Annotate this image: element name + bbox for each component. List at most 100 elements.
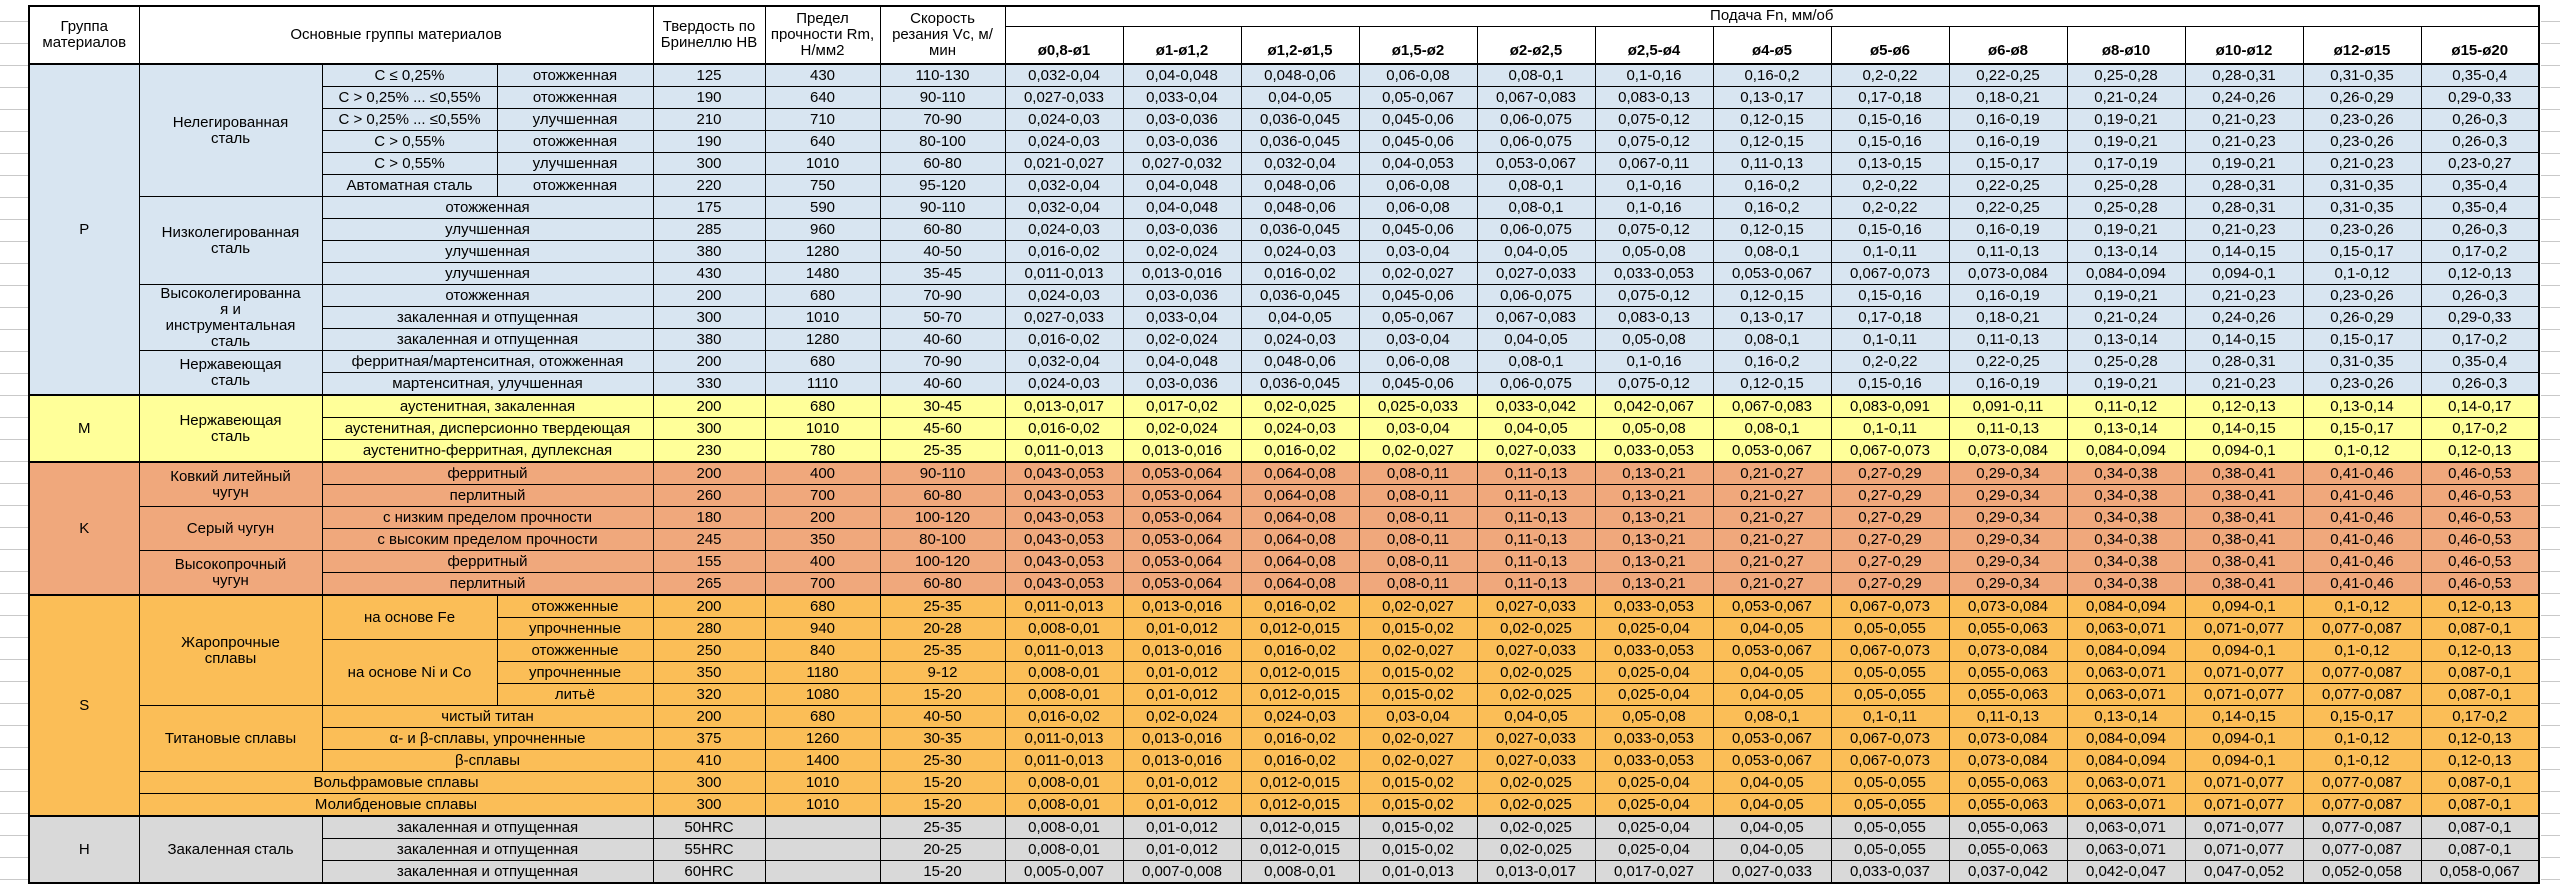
feed-cell: 0,075-0,12 bbox=[1594, 284, 1714, 307]
table-row: мартенситная, улучшенная 330 1110 40-60 0,02… bbox=[29, 372, 2540, 396]
feed-cell: 0,28-0,31 bbox=[2184, 174, 2304, 197]
material-cell: перлитный bbox=[321, 484, 654, 507]
feed-cell: 0,15-0,16 bbox=[1830, 218, 1950, 241]
feed-cell: 0,087-0,1 bbox=[2420, 661, 2540, 684]
feed-cell: 0,024-0,03 bbox=[1240, 705, 1360, 728]
feed-cell: 0,12-0,13 bbox=[2420, 749, 2540, 772]
feed-column-header: ø0,8-ø1 bbox=[1004, 25, 1124, 65]
feed-cell: 0,032-0,04 bbox=[1004, 63, 1124, 87]
col-header-group: Группа материалов bbox=[28, 5, 140, 65]
strength-cell: 1010 bbox=[764, 306, 881, 329]
feed-cell: 0,1-0,16 bbox=[1594, 63, 1714, 87]
strength-cell: 1110 bbox=[764, 372, 881, 396]
feed-cell: 0,024-0,03 bbox=[1004, 372, 1124, 396]
speed-cell: 9-12 bbox=[879, 661, 1006, 684]
material-cell: отожженная bbox=[321, 196, 654, 219]
feed-cell: 0,29-0,34 bbox=[1948, 550, 2068, 573]
material-cell: отожженные bbox=[496, 594, 654, 618]
speed-cell: 25-35 bbox=[879, 594, 1006, 618]
feed-cell: 0,11-0,12 bbox=[2066, 394, 2186, 418]
feed-cell: 0,063-0,071 bbox=[2066, 661, 2186, 684]
material-cell: ферритный bbox=[321, 550, 654, 573]
hardness-cell: 380 bbox=[652, 328, 766, 351]
material-cell: Ковкий литейный чугун bbox=[138, 461, 323, 507]
speed-cell: 15-20 bbox=[879, 771, 1006, 794]
feed-cell: 0,048-0,06 bbox=[1240, 63, 1360, 87]
table-row: α- и β-сплавы, упрочненные 375 1260 30-35 0,… bbox=[29, 727, 2540, 750]
strength-cell: 1010 bbox=[764, 771, 881, 794]
feed-cell: 0,17-0,2 bbox=[2420, 705, 2540, 728]
feed-cell: 0,032-0,04 bbox=[1004, 196, 1124, 219]
speed-cell: 70-90 bbox=[879, 108, 1006, 131]
feed-cell: 0,35-0,4 bbox=[2420, 196, 2540, 219]
feed-cell: 0,28-0,31 bbox=[2184, 63, 2304, 87]
feed-cell: 0,063-0,071 bbox=[2066, 771, 2186, 794]
hardness-cell: 55HRC bbox=[652, 838, 766, 861]
feed-cell: 0,19-0,21 bbox=[2184, 152, 2304, 175]
feed-cell: 0,045-0,06 bbox=[1358, 218, 1478, 241]
feed-cell: 0,02-0,025 bbox=[1476, 838, 1596, 861]
feed-cell: 0,35-0,4 bbox=[2420, 350, 2540, 373]
feed-cell: 0,033-0,053 bbox=[1594, 727, 1714, 750]
feed-cell: 0,21-0,27 bbox=[1712, 461, 1832, 485]
material-cell: отожженная bbox=[496, 174, 654, 197]
feed-cell: 0,017-0,02 bbox=[1122, 394, 1242, 418]
feed-cell: 0,075-0,12 bbox=[1594, 130, 1714, 153]
feed-cell: 0,27-0,29 bbox=[1830, 506, 1950, 529]
feed-cell: 0,016-0,02 bbox=[1004, 328, 1124, 351]
material-cell: упрочненные bbox=[496, 617, 654, 640]
feed-cell: 0,24-0,26 bbox=[2184, 306, 2304, 329]
feed-cell: 0,03-0,036 bbox=[1122, 108, 1242, 131]
feed-cell: 0,04-0,05 bbox=[1240, 306, 1360, 329]
feed-cell: 0,12-0,13 bbox=[2420, 594, 2540, 618]
feed-cell: 0,08-0,1 bbox=[1476, 350, 1596, 373]
strength-cell: 780 bbox=[764, 439, 881, 463]
feed-cell: 0,03-0,04 bbox=[1358, 705, 1478, 728]
feed-cell: 0,067-0,083 bbox=[1712, 394, 1832, 418]
feed-cell: 0,094-0,1 bbox=[2184, 749, 2304, 772]
table-row: упрочненные 280 940 20-28 0,008-0,01 0,01-0,0… bbox=[29, 617, 2540, 640]
feed-cell: 0,04-0,05 bbox=[1476, 705, 1596, 728]
feed-column-header: ø15-ø20 bbox=[2420, 25, 2540, 65]
feed-cell: 0,008-0,01 bbox=[1004, 771, 1124, 794]
table-row: Молибденовые сплавы 300 1010 15-20 0,008-0,0… bbox=[29, 793, 2540, 817]
strength-cell: 1260 bbox=[764, 727, 881, 750]
feed-cell: 0,11-0,13 bbox=[1476, 528, 1596, 551]
feed-cell: 0,025-0,04 bbox=[1594, 838, 1714, 861]
table-row: закаленная и отпущенная 55HRC 20-25 0,008-0… bbox=[29, 838, 2540, 861]
feed-cell: 0,016-0,02 bbox=[1240, 439, 1360, 463]
feed-cell: 0,05-0,067 bbox=[1358, 306, 1478, 329]
feed-cell: 0,31-0,35 bbox=[2302, 196, 2422, 219]
feed-cell: 0,067-0,11 bbox=[1594, 152, 1714, 175]
feed-cell: 0,027-0,033 bbox=[1476, 594, 1596, 618]
speed-cell: 35-45 bbox=[879, 262, 1006, 285]
feed-cell: 0,077-0,087 bbox=[2302, 838, 2422, 861]
feed-cell: 0,23-0,26 bbox=[2302, 108, 2422, 131]
feed-cell: 0,25-0,28 bbox=[2066, 174, 2186, 197]
feed-cell: 0,46-0,53 bbox=[2420, 484, 2540, 507]
feed-cell: 0,024-0,03 bbox=[1004, 218, 1124, 241]
feed-cell: 0,05-0,08 bbox=[1594, 328, 1714, 351]
feed-cell: 0,087-0,1 bbox=[2420, 793, 2540, 817]
feed-cell: 0,063-0,071 bbox=[2066, 683, 2186, 706]
feed-cell: 0,34-0,38 bbox=[2066, 484, 2186, 507]
feed-cell: 0,011-0,013 bbox=[1004, 439, 1124, 463]
feed-column-header: ø2-ø2,5 bbox=[1476, 25, 1596, 65]
feed-cell: 0,21-0,23 bbox=[2184, 218, 2304, 241]
feed-cell: 0,01-0,012 bbox=[1122, 838, 1242, 861]
feed-cell: 0,015-0,02 bbox=[1358, 793, 1478, 817]
table-row: H Закаленная сталь закаленная и отпущенная… bbox=[28, 815, 2540, 884]
table-row: литьё 320 1080 15-20 0,008-0,01 0,01-0,012 0,0… bbox=[29, 683, 2540, 706]
feed-cell: 0,02-0,027 bbox=[1358, 749, 1478, 772]
feed-cell: 0,02-0,024 bbox=[1122, 328, 1242, 351]
feed-cell: 0,27-0,29 bbox=[1830, 528, 1950, 551]
speed-cell: 100-120 bbox=[879, 506, 1006, 529]
feed-cell: 0,053-0,067 bbox=[1712, 749, 1832, 772]
material-cell: Вольфрамовые сплавы bbox=[138, 771, 654, 794]
strength-cell: 640 bbox=[764, 130, 881, 153]
material-cell: C > 0,25% ... ≤0,55% bbox=[321, 108, 498, 131]
col-header-speed: Скорость резания Vc, м/мин bbox=[879, 5, 1006, 65]
feed-cell: 0,02-0,027 bbox=[1358, 439, 1478, 463]
feed-cell: 0,008-0,01 bbox=[1004, 661, 1124, 684]
feed-cell: 0,064-0,08 bbox=[1240, 506, 1360, 529]
